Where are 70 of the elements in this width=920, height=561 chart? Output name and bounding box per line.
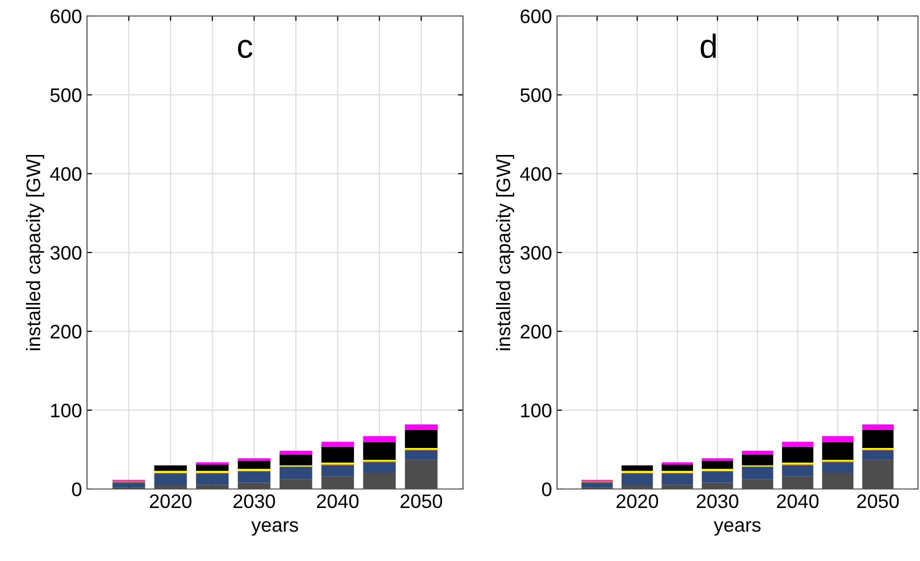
bar (404, 450, 438, 460)
bar (622, 474, 653, 486)
y-tick-label: 400 (50, 167, 82, 181)
bar (662, 474, 693, 485)
bar (822, 462, 854, 472)
bar (862, 430, 894, 448)
y-tick-label: 0 (542, 482, 552, 496)
bar (782, 446, 814, 463)
bar (363, 436, 396, 442)
y-tick-label: 600 (520, 9, 552, 24)
y-tick-label: 600 (50, 9, 82, 24)
bar (112, 482, 146, 488)
bar (238, 471, 270, 483)
bar (782, 465, 814, 476)
y-tick-label: 100 (51, 404, 82, 418)
bar (702, 458, 734, 462)
y-tick-label: 200 (50, 324, 82, 339)
bar (196, 474, 229, 485)
x-tick-label: 2040 (317, 494, 359, 508)
x-tick-label: 2040 (777, 494, 819, 508)
bar (196, 462, 229, 465)
bar (742, 466, 774, 480)
x-tick-label: 2050 (857, 494, 899, 508)
bar (742, 450, 774, 454)
bar (822, 436, 854, 442)
bar (742, 454, 774, 466)
bar (238, 461, 270, 469)
bar (321, 442, 354, 447)
x-tick-label: 2050 (400, 494, 442, 508)
x-tick-label: 2020 (150, 494, 192, 508)
bar (280, 454, 312, 466)
y-axis-title: installed capacity [GW] (496, 155, 514, 350)
bar (702, 461, 734, 469)
bar (622, 465, 653, 471)
bar (154, 474, 187, 486)
bar (662, 464, 693, 471)
bar (404, 430, 438, 448)
annotation: c (238, 40, 252, 58)
y-tick-label: 200 (520, 324, 552, 339)
y-tick-label: 100 (521, 404, 552, 418)
bar (321, 465, 354, 476)
y-tick-label: 0 (72, 482, 82, 496)
bar (782, 442, 814, 447)
x-tick-label: 2020 (616, 494, 658, 508)
x-tick-label: 2030 (696, 494, 738, 508)
y-tick-label: 500 (520, 88, 552, 102)
bar (363, 442, 396, 460)
y-tick-label: 400 (520, 167, 552, 181)
bar (822, 442, 854, 460)
bar (321, 446, 354, 463)
bar (154, 465, 187, 471)
bar (280, 466, 312, 480)
x-axis-title: years (251, 521, 298, 536)
bar (280, 450, 312, 454)
y-tick-label: 300 (50, 246, 82, 260)
bar (662, 462, 693, 465)
y-tick-label: 300 (520, 246, 552, 260)
bar (196, 464, 229, 471)
bar (862, 450, 894, 460)
bar (862, 424, 894, 430)
x-tick-label: 2030 (233, 494, 275, 508)
bar (363, 462, 396, 472)
y-tick-label: 500 (50, 88, 82, 102)
y-axis-title: installed capacity [GW] (26, 155, 44, 350)
bar (702, 471, 734, 483)
x-axis-title: years (714, 521, 761, 536)
bar (404, 424, 438, 430)
bar (238, 458, 270, 462)
bar (581, 482, 613, 488)
annotation: d (700, 34, 716, 58)
